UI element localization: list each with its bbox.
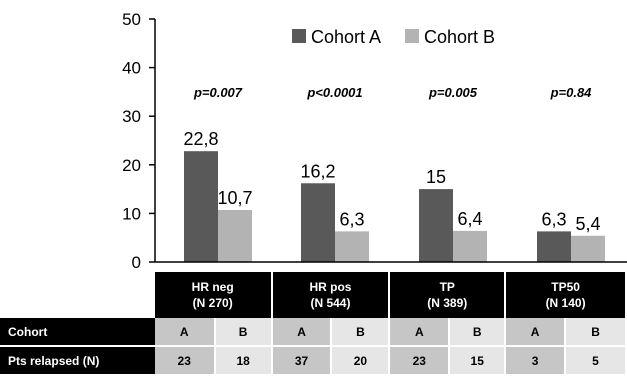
header-name: TP bbox=[439, 280, 455, 294]
table-cell: 18 bbox=[214, 346, 273, 376]
legend-swatch-cohort-b bbox=[405, 29, 419, 43]
table-cell: B bbox=[214, 318, 273, 347]
y-tick-label: 20 bbox=[122, 156, 141, 175]
bar-tp-cohort-b bbox=[453, 230, 487, 262]
y-tick-label: 50 bbox=[122, 10, 141, 29]
data-label: 10,7 bbox=[217, 188, 252, 208]
p-values: p=0.007 p<0.0001 p=0.005 p=0.84 bbox=[193, 85, 592, 100]
data-label: 22,8 bbox=[183, 129, 218, 149]
table-cell: A bbox=[271, 318, 333, 347]
table-cell: 3 bbox=[505, 346, 567, 376]
table-cell: A bbox=[154, 318, 216, 347]
table-cell: A bbox=[505, 318, 567, 347]
table-cell: A bbox=[389, 318, 451, 347]
bar-hr-neg-cohort-a bbox=[184, 151, 218, 262]
header-name: HR pos bbox=[309, 280, 352, 294]
table-header-tp: TP (N 389) bbox=[389, 272, 507, 318]
table-cell: 5 bbox=[565, 346, 627, 376]
y-tick-label: 0 bbox=[132, 253, 141, 272]
row-label-cohort: Cohort bbox=[0, 318, 155, 347]
bar-tp50-cohort-a bbox=[537, 231, 571, 262]
header-n: (N 270) bbox=[192, 296, 233, 310]
p-value-label: p=0.84 bbox=[550, 85, 593, 100]
table-cell: 37 bbox=[271, 346, 333, 376]
legend-label-cohort-a: Cohort A bbox=[311, 27, 381, 47]
p-value-label: p=0.007 bbox=[193, 85, 243, 100]
data-label: 15 bbox=[426, 167, 446, 187]
table-cell: 15 bbox=[449, 346, 507, 376]
y-tick-label: 40 bbox=[122, 59, 141, 78]
header-n: (N 140) bbox=[545, 296, 586, 310]
table-row-pts-relapsed: Pts relapsed (N) 23 18 37 20 23 15 3 5 bbox=[0, 346, 627, 376]
bar-tp-cohort-a bbox=[419, 189, 453, 262]
table-header-hr-neg: HR neg (N 270) bbox=[154, 272, 273, 318]
header-name: TP50 bbox=[551, 280, 580, 294]
summary-table: HR neg (N 270) HR pos (N 544) TP (N 389)… bbox=[0, 272, 627, 376]
data-label: 5,4 bbox=[575, 214, 600, 234]
table-cell: B bbox=[331, 318, 391, 347]
table-cell: B bbox=[449, 318, 507, 347]
data-label: 6,3 bbox=[541, 209, 566, 229]
table-header-tp50: TP50 (N 140) bbox=[505, 272, 627, 318]
header-name: HR neg bbox=[191, 280, 234, 294]
table-row-cohort: Cohort A B A B A B A B bbox=[0, 318, 627, 347]
table-cell: 20 bbox=[331, 346, 391, 376]
legend: Cohort A Cohort B bbox=[292, 27, 495, 47]
y-tick-label: 30 bbox=[122, 107, 141, 126]
table-header-hr-pos: HR pos (N 544) bbox=[271, 272, 391, 318]
bar-chart: 0 10 20 30 40 50 22,8 10,7 16,2 6,3 15 6,4 6,3 5,4 p… bbox=[122, 10, 627, 272]
data-label: 6,4 bbox=[457, 209, 482, 229]
y-tick-label: 10 bbox=[122, 204, 141, 223]
legend-swatch-cohort-a bbox=[292, 29, 306, 43]
bar-tp50-cohort-b bbox=[571, 235, 605, 262]
data-label: 16,2 bbox=[300, 161, 335, 181]
table-cell: B bbox=[565, 318, 627, 347]
bars: 22,8 10,7 16,2 6,3 15 6,4 6,3 5,4 bbox=[183, 129, 605, 262]
header-n: (N 544) bbox=[310, 296, 351, 310]
bar-hr-pos-cohort-b bbox=[335, 231, 369, 262]
table-header-row: HR neg (N 270) HR pos (N 544) TP (N 389)… bbox=[0, 272, 627, 318]
bar-hr-pos-cohort-a bbox=[301, 183, 335, 262]
row-label-pts-relapsed: Pts relapsed (N) bbox=[0, 346, 155, 376]
legend-label-cohort-b: Cohort B bbox=[424, 27, 495, 47]
data-label: 6,3 bbox=[339, 209, 364, 229]
p-value-label: p=0.005 bbox=[428, 85, 478, 100]
table-cell: 23 bbox=[154, 346, 216, 376]
table-cell: 23 bbox=[389, 346, 451, 376]
header-n: (N 389) bbox=[427, 296, 468, 310]
bar-hr-neg-cohort-b bbox=[218, 209, 252, 262]
table-header-blank bbox=[0, 272, 155, 318]
y-axis: 0 10 20 30 40 50 bbox=[122, 10, 155, 272]
p-value-label: p<0.0001 bbox=[306, 85, 362, 100]
